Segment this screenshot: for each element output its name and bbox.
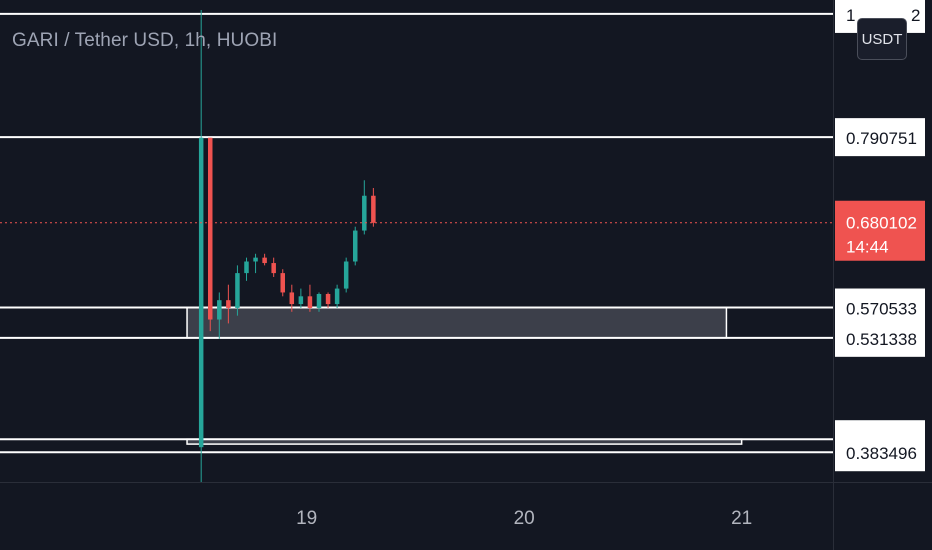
price-label-box [835, 118, 925, 157]
candle-body[interactable] [217, 300, 222, 320]
zone-rect[interactable] [186, 306, 728, 339]
candle-body[interactable] [207, 137, 213, 320]
levels-layer [0, 12, 833, 454]
candle-body[interactable] [235, 273, 240, 308]
price-label-box [835, 433, 925, 472]
countdown-label: 14:44 [846, 238, 889, 257]
current-price-box [835, 200, 925, 261]
candle-body[interactable] [334, 288, 340, 305]
candle-body[interactable] [307, 296, 313, 308]
candle-body[interactable] [352, 230, 358, 262]
price-label: 0.790751 [846, 129, 917, 148]
candle-body[interactable] [362, 195, 367, 231]
zones-layer [186, 306, 743, 445]
price-label: 0.570533 [846, 300, 917, 319]
x-tick-label: 20 [514, 508, 535, 529]
candle-body[interactable] [198, 137, 204, 448]
current-price-label: 0.680102 [846, 214, 917, 233]
candle-body[interactable] [289, 292, 295, 305]
candle-body[interactable] [298, 296, 304, 305]
price-label-box [835, 318, 925, 357]
candle-body[interactable] [244, 261, 249, 274]
candles-layer [198, 10, 376, 482]
currency-badge[interactable]: USDT [857, 18, 907, 60]
x-tick-label: 21 [731, 508, 752, 529]
candle-body[interactable] [371, 195, 376, 223]
price-label: 0.531338 [846, 330, 917, 349]
candle-body[interactable] [262, 257, 267, 264]
candle-body[interactable] [343, 261, 349, 289]
candle-body[interactable] [280, 273, 285, 293]
candle-body[interactable] [316, 293, 322, 308]
price-label-partial: 2 [911, 6, 920, 25]
candle-body[interactable] [253, 257, 258, 262]
candle-body[interactable] [325, 293, 331, 305]
candle-body[interactable] [226, 300, 231, 308]
symbol-title[interactable]: GARI / Tether USD, 1h, HUOBI [12, 30, 278, 51]
candle-body[interactable] [271, 263, 276, 274]
price-label: 0.383496 [846, 444, 917, 463]
x-tick-label: 19 [296, 508, 317, 529]
price-label: 1 [846, 6, 855, 25]
